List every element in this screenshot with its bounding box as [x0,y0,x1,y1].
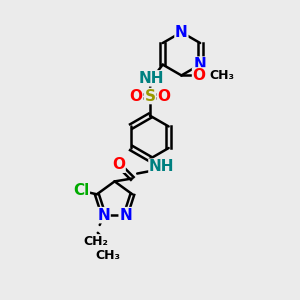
Text: NH: NH [138,71,164,86]
Text: Cl: Cl [73,183,89,198]
Text: N: N [119,208,132,223]
Text: CH₂: CH₂ [83,235,108,248]
Text: O: O [193,68,206,83]
Text: O: O [112,157,125,172]
Text: N: N [175,25,188,40]
Text: NH: NH [149,159,175,174]
Text: N: N [194,57,206,72]
Text: N: N [97,208,110,223]
Text: CH₃: CH₃ [95,248,120,262]
Text: O: O [130,88,143,104]
Text: S: S [144,88,155,104]
Text: CH₃: CH₃ [210,69,235,82]
Text: O: O [157,88,170,104]
